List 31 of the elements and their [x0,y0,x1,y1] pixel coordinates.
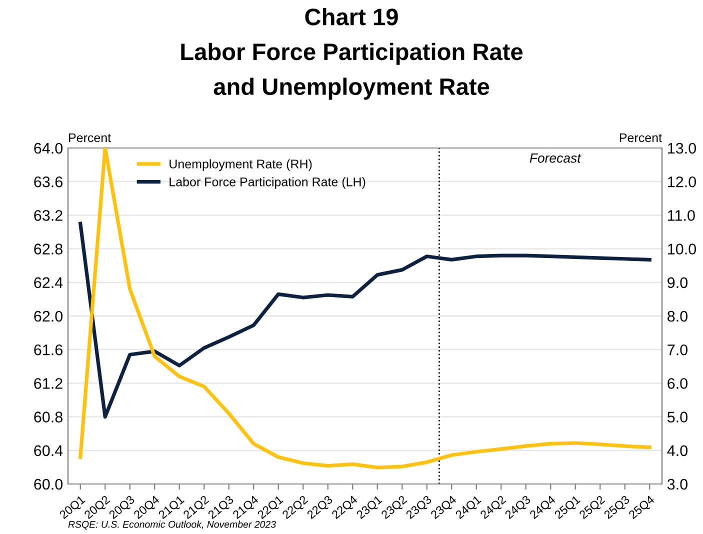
y-tick-label: 61.2 [34,378,62,389]
y-tick-label: 60.4 [34,445,63,456]
y2-tick-label: 9.0 [668,277,688,288]
line-series [78,148,652,470]
text: RSQE: U.S. Economic Outlook, November 2023 [68,520,276,530]
y2-tick-label: 8.0 [668,310,688,322]
y2-tick-label: 12.0 [668,176,696,188]
y-tick-label: 63.2 [34,210,62,221]
y2-tick-label: 7.0 [668,344,688,356]
y-tick-label: 62.8 [34,244,62,254]
annotation: Forecast [530,154,582,163]
y2-tick-label: 4.0 [667,445,688,456]
legend-label: Unemployment Rate (RH) [170,159,312,171]
y2-tick-label: 5.0 [667,412,688,422]
y2-axis-title: Percent [620,133,662,142]
y-axis-title: Percent [69,133,111,142]
legend-label: Labor Force Participation Rate (LH) [170,177,366,189]
y2-tick-label: 3.0 [667,478,688,490]
y2-tick-label: 6.0 [668,378,688,389]
y2-tick-label: 13.0 [668,142,696,154]
y2-tick-label: 11.0 [668,210,695,221]
y2-tick-label: 10.0 [668,244,696,254]
y-tick-label: 60.0 [34,478,63,490]
y-tick-label: 63.6 [34,176,62,188]
y-tick-label: 61.6 [34,344,62,356]
line-series [78,222,652,419]
chart-title: Chart 19 Labor Force Participation Rate and Unemployment Rate [181,8,523,100]
y-tick-label: 60.8 [34,412,62,422]
y-tick-label: 64.0 [34,142,63,154]
y-tick-label: 62.4 [34,277,63,288]
y-tick-label: 62.0 [34,310,63,322]
